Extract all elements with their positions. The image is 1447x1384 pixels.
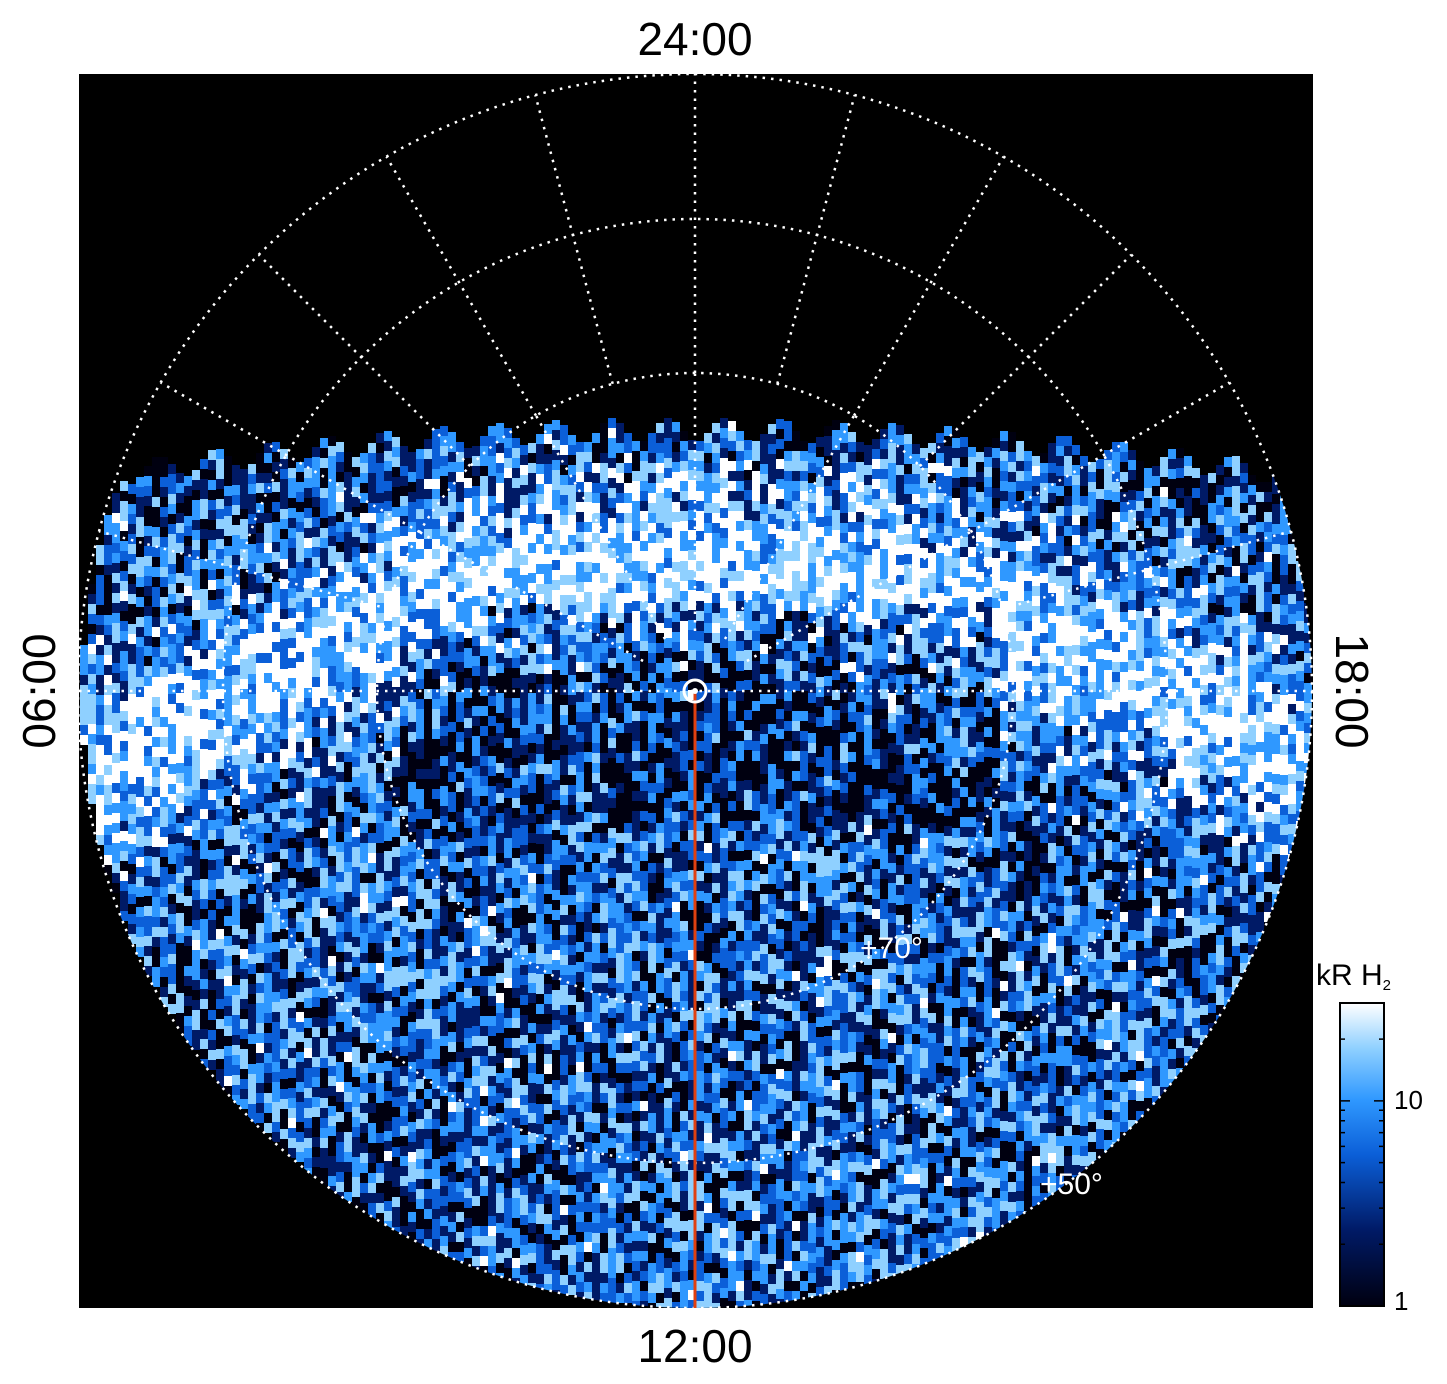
meridian-gridline bbox=[746, 530, 972, 663]
meridian-gridline bbox=[534, 414, 667, 640]
local-time-bottom-label: 12:00 bbox=[637, 1320, 752, 1372]
local-time-right-label: 18:00 bbox=[1326, 633, 1378, 748]
meridian-gridline bbox=[723, 414, 856, 640]
meridian-gridline bbox=[418, 530, 644, 663]
local-time-top-label: 24:00 bbox=[637, 13, 752, 65]
colorbar-title: kR H2 bbox=[1316, 959, 1391, 994]
colorbar-tick-label-10: 10 bbox=[1394, 1085, 1423, 1115]
emission-map bbox=[80, 418, 1312, 1308]
colorbar-gradient bbox=[1339, 1002, 1385, 1307]
pole-sun-icon bbox=[682, 678, 708, 704]
local-time-left-label: 06:00 bbox=[13, 633, 65, 748]
latitude-label-50: +50° bbox=[1040, 1168, 1103, 1201]
latitude-label-70: +70° bbox=[860, 932, 923, 965]
colorbar: kR H2 10 1 bbox=[1316, 959, 1423, 1316]
colorbar-tick-label-1: 1 bbox=[1394, 1286, 1408, 1316]
